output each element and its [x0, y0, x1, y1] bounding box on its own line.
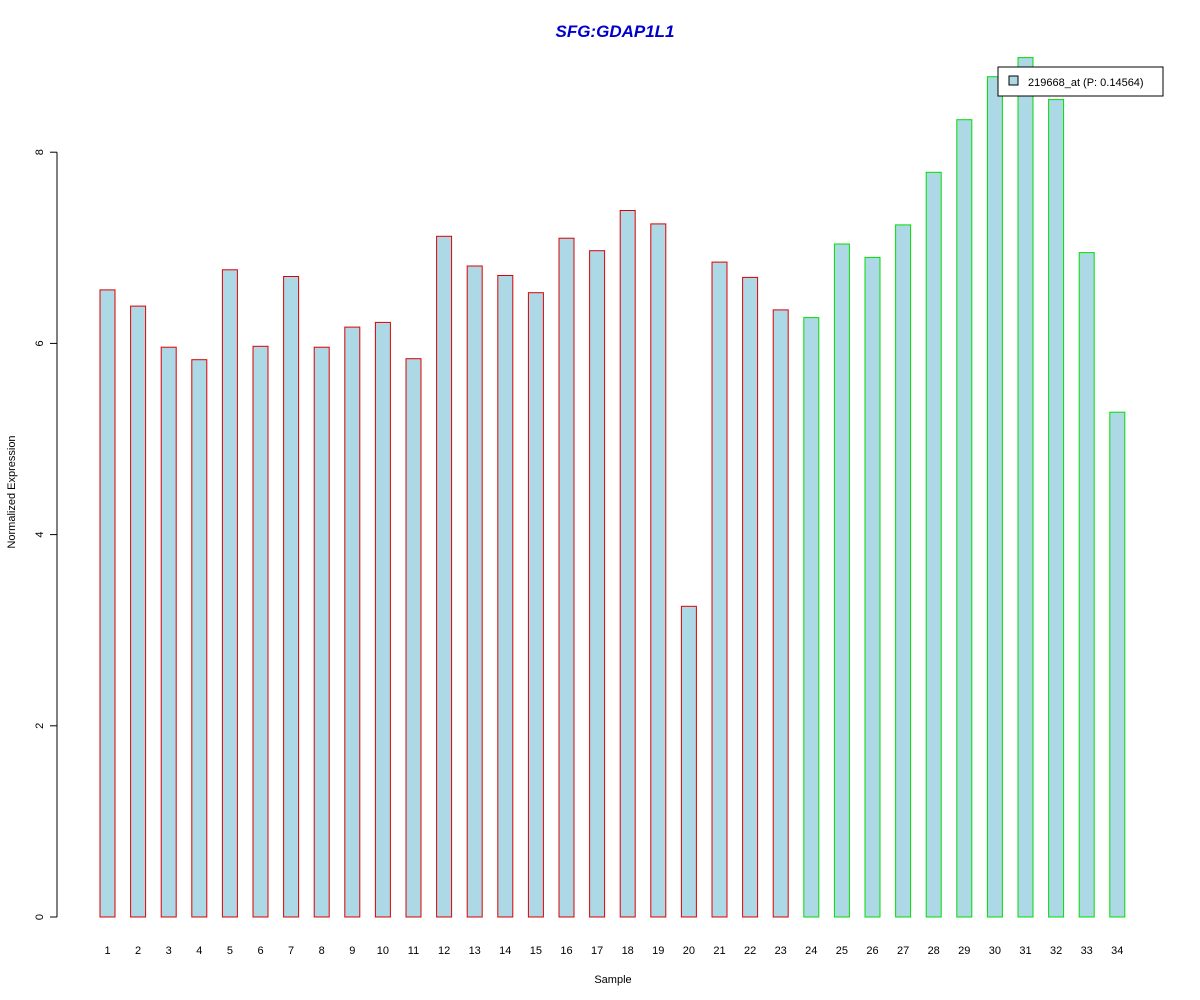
bar [344, 326, 361, 918]
x-tick-label: 16 [560, 945, 572, 957]
bar [895, 224, 912, 918]
x-tick-label: 29 [958, 945, 970, 957]
x-tick-label: 21 [713, 945, 725, 957]
bars [99, 57, 1126, 918]
bar [99, 289, 116, 918]
bar [130, 305, 147, 918]
x-tick-label: 1 [104, 945, 110, 957]
x-tick-label: 5 [227, 945, 233, 957]
y-tick-label: 8 [34, 149, 46, 155]
x-tick-label: 3 [166, 945, 172, 957]
x-tick-label: 18 [622, 945, 634, 957]
x-tick-label: 12 [438, 945, 450, 957]
x-tick-label: 33 [1081, 945, 1093, 957]
x-tick-label: 22 [744, 945, 756, 957]
bar [160, 346, 177, 918]
bar [711, 261, 728, 918]
bar [466, 265, 483, 918]
bar [803, 317, 820, 918]
y-tick-label: 6 [34, 340, 46, 346]
bar [405, 358, 422, 918]
x-tick-label: 17 [591, 945, 603, 957]
x-tick-label: 20 [683, 945, 695, 957]
bar [1048, 99, 1065, 918]
bar [986, 76, 1003, 918]
x-tick-label: 30 [989, 945, 1001, 957]
x-tick-label: 34 [1111, 945, 1123, 957]
bar [925, 171, 942, 918]
bar [313, 346, 330, 918]
bar [833, 243, 850, 918]
x-tick-label: 19 [652, 945, 664, 957]
x-tick-label: 23 [775, 945, 787, 957]
x-tick-label: 28 [928, 945, 940, 957]
bar [374, 321, 391, 918]
x-axis: 1 2 3 4 5 6 7 8 9 10 11 12 13 14 15 16 17 18 19 20 21 22 23 24 2… [104, 945, 1123, 957]
y-tick-label: 4 [34, 532, 46, 538]
y-axis: 0 2 4 6 8 [34, 149, 58, 920]
x-tick-label: 14 [499, 945, 511, 957]
y-tick-label: 0 [34, 914, 46, 920]
bar [221, 269, 238, 918]
x-tick-label: 2 [135, 945, 141, 957]
bar [1017, 57, 1034, 918]
bar [742, 276, 759, 918]
bar [864, 256, 881, 918]
x-tick-label: 26 [866, 945, 878, 957]
bar [436, 235, 453, 918]
bar [252, 345, 269, 918]
bar [527, 292, 544, 918]
y-tick-label: 2 [34, 723, 46, 729]
bar [589, 250, 606, 918]
y-axis-label: Normalized Expression [6, 435, 18, 548]
bar [558, 237, 575, 918]
x-tick-label: 7 [288, 945, 294, 957]
bar [650, 223, 667, 918]
bar [619, 210, 636, 918]
chart-title: SFG:GDAP1L1 [555, 22, 674, 41]
x-tick-label: 6 [257, 945, 263, 957]
x-axis-label: Sample [594, 974, 631, 986]
legend-label: 219668_at (P: 0.14564) [1028, 77, 1144, 89]
x-tick-label: 8 [319, 945, 325, 957]
bar [497, 275, 514, 918]
bar [680, 605, 697, 918]
bar [1109, 411, 1126, 918]
x-tick-label: 9 [349, 945, 355, 957]
x-tick-label: 27 [897, 945, 909, 957]
x-tick-label: 15 [530, 945, 542, 957]
x-tick-label: 13 [469, 945, 481, 957]
legend-swatch [1008, 75, 1019, 86]
legend-box [997, 66, 1164, 97]
x-tick-label: 31 [1019, 945, 1031, 957]
bar [956, 119, 973, 918]
x-tick-label: 10 [377, 945, 389, 957]
bar [283, 276, 300, 918]
x-tick-label: 25 [836, 945, 848, 957]
bar [772, 309, 789, 918]
x-tick-label: 4 [196, 945, 202, 957]
legend: 219668_at (P: 0.14564) [997, 66, 1164, 97]
x-tick-label: 11 [408, 945, 419, 957]
x-tick-label: 32 [1050, 945, 1062, 957]
x-tick-label: 24 [805, 945, 817, 957]
bar [191, 359, 208, 918]
bar [1078, 252, 1095, 918]
